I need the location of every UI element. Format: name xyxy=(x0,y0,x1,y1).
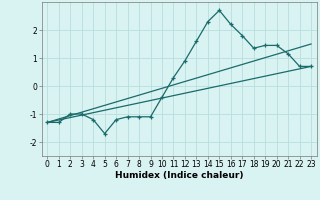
X-axis label: Humidex (Indice chaleur): Humidex (Indice chaleur) xyxy=(115,171,244,180)
